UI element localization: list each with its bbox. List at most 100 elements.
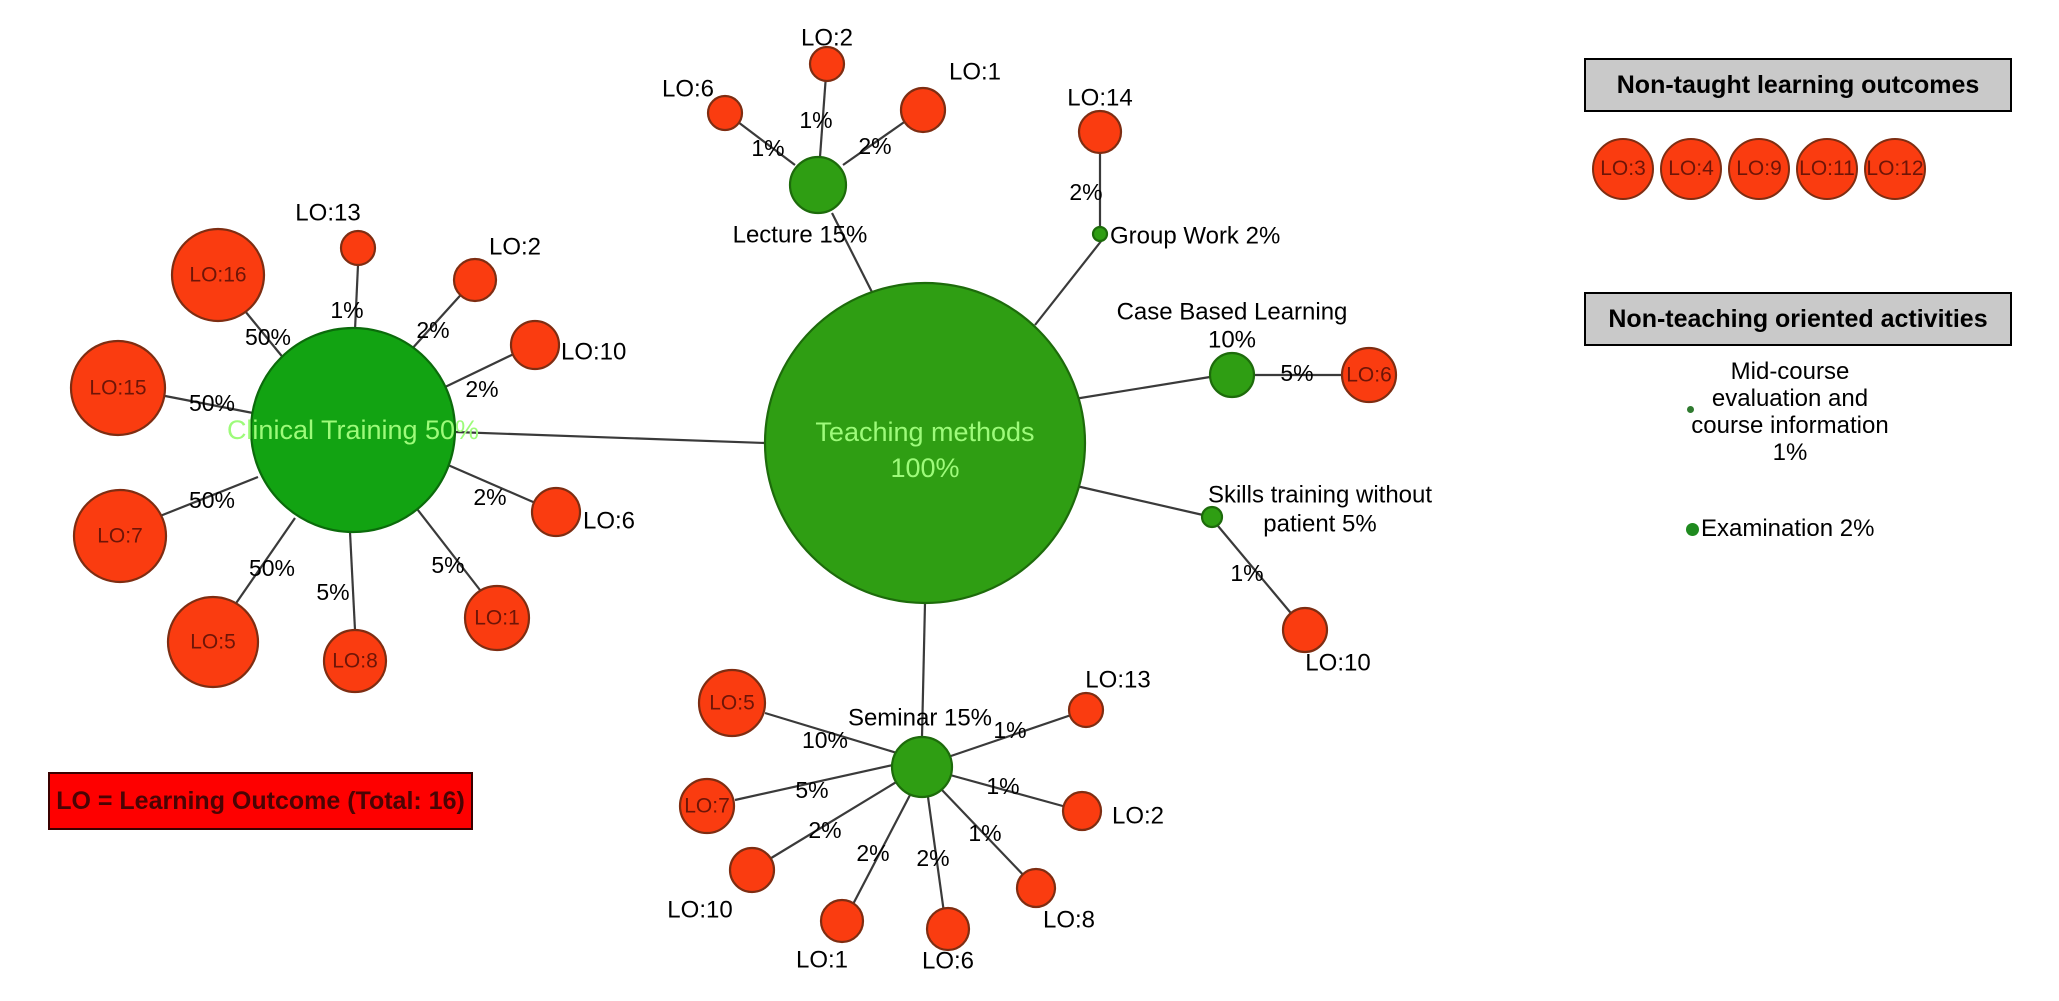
node-lo13-clinical[interactable] xyxy=(339,229,377,267)
edge-clinical-lo8 xyxy=(348,531,357,631)
node-label-lecture: Lecture 15% xyxy=(733,222,868,249)
edge-skills-lo10 xyxy=(1217,525,1296,619)
edge-seminar-lo1 xyxy=(849,794,911,911)
edge-clinical-lo15 xyxy=(159,393,254,415)
legend-examination-label: Examination 2% xyxy=(1701,515,1875,542)
node-lo1-clinical[interactable] xyxy=(463,584,531,652)
node-label-lo13-clinical: LO:13 xyxy=(295,200,360,227)
edge-lecture-lo1 xyxy=(842,117,911,166)
node-lo8-seminar[interactable] xyxy=(1015,867,1057,909)
edge-label-seminar-lo7: 5% xyxy=(795,777,828,803)
node-label-skills-training-line2: patient 5% xyxy=(1263,511,1376,538)
edge-label-seminar-lo1: 2% xyxy=(856,840,889,866)
lecture-cluster: LO:6 LO:2 LO:1 Lecture 15% xyxy=(662,25,1001,249)
node-label-lo7-seminar: LO:7 xyxy=(684,795,730,818)
groupwork-cluster: LO:14 Group Work 2% xyxy=(1067,85,1280,250)
examination-bullet-icon xyxy=(1686,522,1699,536)
node-lo10-skills[interactable] xyxy=(1281,606,1329,654)
edge-seminar-lo7 xyxy=(734,763,894,802)
node-lo1-seminar[interactable] xyxy=(819,898,865,944)
node-lo2-seminar[interactable] xyxy=(1061,790,1103,832)
edge-label-seminar-lo2: 1% xyxy=(986,773,1019,799)
node-lo15-clinical[interactable] xyxy=(69,339,167,437)
node-lo8-clinical[interactable] xyxy=(322,628,388,694)
legend-lo-4[interactable]: LO:4 xyxy=(1660,138,1722,200)
node-label-lo1-clinical: LO:1 xyxy=(474,607,520,630)
edge-teaching-skills xyxy=(1071,483,1204,517)
node-label-lo8-seminar: LO:8 xyxy=(1043,907,1095,934)
node-label-lo14-groupwork: LO:14 xyxy=(1067,85,1132,112)
node-label-lo2-clinical: LO:2 xyxy=(489,234,541,261)
legend-nontaught-header: Non-taught learning outcomes xyxy=(1584,58,2012,112)
legend-midcourse-line-4: 1% xyxy=(1772,439,1808,466)
node-label-lo6-clinical: LO:6 xyxy=(583,508,635,535)
node-lo7-clinical[interactable] xyxy=(72,488,168,584)
node-group-work[interactable] xyxy=(1091,225,1109,243)
edge-label-groupwork-lo14: 2% xyxy=(1069,179,1102,205)
legend-examination-item: Examination 2% xyxy=(1686,515,1874,543)
node-lo6-clinical[interactable] xyxy=(530,486,582,538)
edge-clinical-lo6 xyxy=(447,463,541,507)
legend-lo-3[interactable]: LO:3 xyxy=(1592,138,1654,200)
legend-nonteaching-header: Non-teaching oriented activities xyxy=(1584,292,2012,346)
edge-label-seminar-lo5: 10% xyxy=(802,727,848,753)
node-label-lo10-skills: LO:10 xyxy=(1305,650,1370,677)
node-lo2-clinical[interactable] xyxy=(452,257,498,303)
node-case-based-learning[interactable] xyxy=(1208,351,1256,399)
node-label-lo5-seminar: LO:5 xyxy=(709,692,755,715)
node-lo10-seminar[interactable] xyxy=(728,846,776,894)
edge-teaching-clinical xyxy=(454,430,766,445)
edge-label-seminar-lo8: 1% xyxy=(968,820,1001,846)
edge-label-seminar-lo10: 2% xyxy=(808,817,841,843)
edges-seminar-cluster xyxy=(734,710,1081,921)
node-lo10-clinical[interactable] xyxy=(509,319,561,371)
legend-lo-11[interactable]: LO:11 xyxy=(1796,138,1858,200)
node-teaching-methods[interactable] xyxy=(763,281,1087,605)
node-lo6-lecture[interactable] xyxy=(706,94,744,132)
node-lo5-clinical[interactable] xyxy=(166,595,260,689)
node-lo6-casebased[interactable] xyxy=(1340,346,1398,404)
node-clinical-training[interactable] xyxy=(249,326,457,534)
edges-lecture-cluster xyxy=(737,74,911,166)
edge-label-casebased-lo6: 5% xyxy=(1280,360,1313,386)
node-label-lo13-seminar: LO:13 xyxy=(1085,667,1150,694)
node-label-case-based-learning-line1: Case Based Learning xyxy=(1117,299,1348,326)
node-label-skills-training-line1: Skills training without xyxy=(1208,482,1432,509)
node-label-lo15-clinical: LO:15 xyxy=(89,377,146,400)
edge-label-clinical-lo10: 2% xyxy=(465,376,498,402)
node-label-lo10-seminar: LO:10 xyxy=(667,897,732,924)
node-lo14-groupwork[interactable] xyxy=(1077,109,1123,155)
node-lo16-clinical[interactable] xyxy=(170,227,266,323)
edge-label-clinical-lo2: 2% xyxy=(416,317,449,343)
edge-label-clinical-lo16: 50% xyxy=(245,324,291,350)
node-label-case-based-learning-line2: 10% xyxy=(1208,327,1256,354)
node-skills-training[interactable] xyxy=(1200,505,1224,529)
node-label-lo2-seminar: LO:2 xyxy=(1112,803,1164,830)
node-lo1-lecture[interactable] xyxy=(899,86,947,134)
seminar-cluster: LO:5 LO:7 LO:10 LO:1 LO:6 LO:8 LO:2 LO:1… xyxy=(667,667,1164,975)
edge-label-clinical-lo13: 1% xyxy=(330,297,363,323)
node-label-clinical-training: Clinical Training 50% xyxy=(227,415,479,445)
lo-key-box: LO = Learning Outcome (Total: 16) xyxy=(48,772,473,830)
legend-midcourse-line-1: Mid-course xyxy=(1730,358,1850,385)
node-lo7-seminar[interactable] xyxy=(678,777,736,835)
node-lo5-seminar[interactable] xyxy=(697,668,767,738)
edge-lecture-lo6 xyxy=(737,121,796,166)
node-lo2-lecture[interactable] xyxy=(808,45,846,83)
casebased-cluster: LO:6 Case Based Learning 10% xyxy=(1117,299,1398,404)
node-label-teaching-methods-line2: 100% xyxy=(890,453,959,483)
node-lo6-seminar[interactable] xyxy=(925,906,971,952)
node-lo13-seminar[interactable] xyxy=(1067,691,1105,729)
node-label-lo6-casebased: LO:6 xyxy=(1346,364,1392,387)
node-label-lo7-clinical: LO:7 xyxy=(97,525,143,548)
edge-label-seminar-lo13: 1% xyxy=(993,717,1026,743)
legend-nontaught-items: LO:3 LO:4 LO:9 LO:11 LO:12 xyxy=(1592,138,2012,200)
node-lecture[interactable] xyxy=(788,155,848,215)
clinical-cluster: LO:13 LO:16 LO:15 LO:7 LO:5 LO:8 LO:1 LO… xyxy=(69,200,635,694)
edge-seminar-lo2 xyxy=(949,773,1071,810)
legend-midcourse-line-3: course information xyxy=(1691,412,1889,439)
node-seminar[interactable] xyxy=(890,735,954,799)
legend-lo-9[interactable]: LO:9 xyxy=(1728,138,1790,200)
legend-lo-12[interactable]: LO:12 xyxy=(1864,138,1926,200)
